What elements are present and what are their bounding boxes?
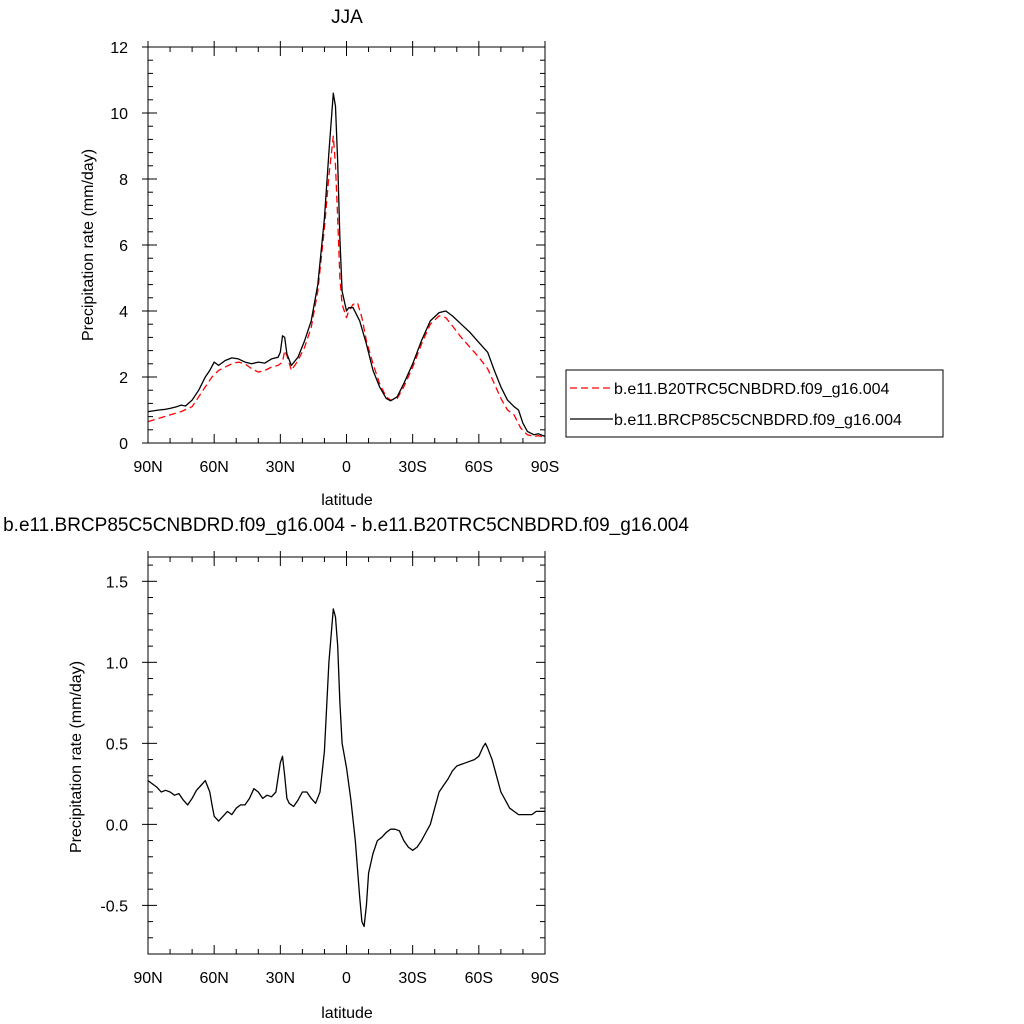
top-y-tick-label: 6 <box>119 238 128 255</box>
legend-label-rcp85: b.e11.BRCP85C5CNBDRD.f09_g16.004 <box>614 412 902 429</box>
bottom-y-tick-label: -0.5 <box>100 898 128 915</box>
bottom-x-tick-label: 30N <box>266 970 295 987</box>
top-y-tick-label: 10 <box>110 106 128 123</box>
bottom-y-axis-label: Precipitation rate (mm/day) <box>68 661 85 853</box>
top-series-line-1 <box>147 92 546 438</box>
top-chart-legend: b.e11.B20TRC5CNBDRD.f09_g16.004 b.e11.BR… <box>565 369 944 438</box>
top-plot-frame <box>147 46 546 444</box>
top-x-tick-label: 30N <box>266 459 295 476</box>
bottom-chart-title: b.e11.BRCP85C5CNBDRD.f09_g16.004 - b.e11… <box>3 515 689 536</box>
top-series-line-0 <box>147 135 546 438</box>
bottom-x-tick-label: 90N <box>133 970 162 987</box>
bottom-plot-frame <box>147 556 546 955</box>
bottom-y-tick-label: 1.0 <box>106 655 128 672</box>
top-chart-title: JJA <box>331 7 363 28</box>
top-x-tick-label: 60S <box>465 459 493 476</box>
top-chart-series <box>147 92 546 438</box>
bottom-y-tick-label: 0.5 <box>106 736 128 753</box>
top-y-tick-label: 4 <box>119 304 128 321</box>
bottom-x-tick-label: 90S <box>531 970 559 987</box>
bottom-chart-series <box>147 608 545 928</box>
top-x-tick-label: 60N <box>199 459 228 476</box>
bottom-x-tick-label: 60N <box>199 970 228 987</box>
top-y-axis-label: Precipitation rate (mm/day) <box>80 149 97 341</box>
bottom-y-tick-label: 1.5 <box>106 574 128 591</box>
bottom-series-line-0 <box>147 608 545 928</box>
top-y-tick-label: 0 <box>119 436 128 453</box>
bottom-chart: b.e11.BRCP85C5CNBDRD.f09_g16.004 - b.e11… <box>3 515 689 1022</box>
top-chart: JJA 90N 60N 30N 0 30S 60S 90S 0 2 4 6 8 10 12 latitud… <box>80 7 559 509</box>
top-x-tick-label: 0 <box>342 459 351 476</box>
top-x-axis-label: latitude <box>321 492 373 509</box>
top-x-tick-label: 90N <box>133 459 162 476</box>
bottom-y-tick-label: 0.0 <box>106 817 128 834</box>
top-x-tick-label: 30S <box>398 459 426 476</box>
top-chart-ticks: 90N 60N 30N 0 30S 60S 90S 0 2 4 6 8 10 12 <box>110 40 559 476</box>
bottom-x-axis-label: latitude <box>321 1005 373 1022</box>
bottom-x-tick-label: 0 <box>342 970 351 987</box>
bottom-chart-ticks: 90N 60N 30N 0 30S 60S 90S -0.5 0.0 0.5 1.0 1.5 <box>100 551 559 987</box>
bottom-x-tick-label: 30S <box>398 970 426 987</box>
top-y-tick-label: 12 <box>110 40 128 57</box>
top-y-tick-label: 2 <box>119 370 128 387</box>
legend-label-historical: b.e11.B20TRC5CNBDRD.f09_g16.004 <box>614 381 890 398</box>
top-x-tick-label: 90S <box>531 459 559 476</box>
top-y-tick-label: 8 <box>119 172 128 189</box>
legend-box <box>565 369 944 438</box>
bottom-x-tick-label: 60S <box>465 970 493 987</box>
